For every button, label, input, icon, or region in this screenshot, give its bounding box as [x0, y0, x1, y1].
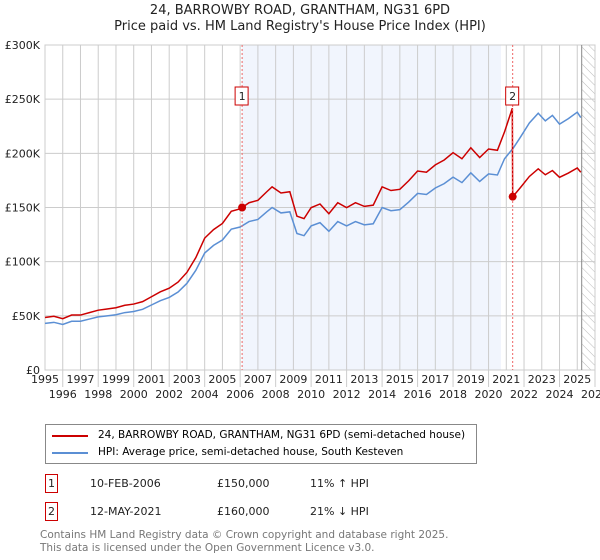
x-tick-label: 2016: [404, 388, 432, 401]
x-tick-label: 2008: [262, 388, 290, 401]
sale-date: 12-MAY-2021: [90, 505, 162, 518]
x-tick-label: 1997: [66, 373, 94, 386]
x-tick-label: 2020: [475, 388, 503, 401]
sale-badge: [505, 86, 520, 106]
chart-title: 24, BARROWBY ROAD, GRANTHAM, NG31 6PD: [149, 3, 451, 18]
x-tick-label: 2010: [297, 388, 325, 401]
sale-price: £150,000: [217, 477, 270, 490]
y-tick-label: £300K: [5, 39, 41, 52]
x-tick-label: 2012: [333, 388, 361, 401]
x-tick-label: 2024: [546, 388, 574, 401]
legend-blue-swatch: [52, 451, 88, 454]
sale-hpi: 11% ↑ HPI: [310, 477, 369, 490]
x-tick-label: 2007: [244, 373, 272, 386]
y-tick-label: £50K: [12, 310, 41, 323]
hpi-line: [44, 111, 582, 326]
legend-blue-label: HPI: Average price, semi-detached house,…: [98, 446, 404, 458]
x-tick-label: 2004: [191, 388, 219, 401]
x-tick-label: 1995: [31, 373, 59, 386]
x-tick-label: 2026: [581, 388, 600, 401]
x-tick-label: 2023: [528, 373, 556, 386]
x-tick-label: 2005: [208, 373, 236, 386]
x-tick-label: 2019: [457, 373, 485, 386]
sale-date: 10-FEB-2006: [90, 477, 161, 490]
x-tick-label: 2001: [137, 373, 165, 386]
price-chart: 1995 1996 1997 1998 1999 2000 2001 2002 2003 2004…: [5, 39, 600, 401]
x-tick-label: 2021: [492, 373, 520, 386]
x-tick-label: 1999: [102, 373, 130, 386]
sale-hpi: 21% ↓ HPI: [310, 505, 369, 518]
legend: 24, BARROWBY ROAD, GRANTHAM, NG31 6PD (s…: [45, 424, 477, 464]
sale-marker: 1: [45, 474, 58, 493]
x-tick-label: 2000: [120, 388, 148, 401]
x-tick-label: 2013: [350, 373, 378, 386]
x-tick-label: 2022: [510, 388, 538, 401]
y-tick-label: £0: [26, 364, 40, 377]
x-tick-label: 2011: [315, 373, 343, 386]
sale-badge: [234, 86, 249, 106]
x-tick-label: 2017: [421, 373, 449, 386]
footer: Contains HM Land Registry data © Crown c…: [40, 529, 448, 555]
x-tick-label: 2015: [386, 373, 414, 386]
sale-marker: 2: [45, 502, 58, 521]
footer-line-2: This data is licensed under the Open Gov…: [40, 542, 375, 554]
footer-line-1: Contains HM Land Registry data © Crown c…: [40, 529, 449, 541]
y-tick-label: £100K: [5, 256, 41, 269]
x-tick-label: 2018: [439, 388, 467, 401]
y-tick-label: £200K: [5, 147, 41, 160]
plot-frame: [44, 44, 596, 371]
legend-red-swatch: [52, 434, 88, 437]
sale-row: 2 12-MAY-2021 £160,000 21% ↓ HPI: [45, 502, 545, 522]
sale-point: [508, 192, 517, 201]
sale-badge-label: 2: [509, 90, 516, 103]
x-tick-label: 1998: [84, 388, 112, 401]
y-tick-label: £250K: [5, 93, 41, 106]
x-tick-label: 1996: [49, 388, 77, 401]
x-tick-label: 2003: [173, 373, 201, 386]
x-tick-label: 2002: [155, 388, 183, 401]
sale-point: [238, 203, 247, 212]
x-tick-label: 2006: [226, 388, 254, 401]
chart-subtitle: Price paid vs. HM Land Registry's House …: [114, 19, 486, 34]
sale-row: 1 10-FEB-2006 £150,000 11% ↑ HPI: [45, 474, 545, 494]
x-tick-label: 2009: [279, 373, 307, 386]
x-tick-label: 2014: [368, 388, 396, 401]
y-tick-label: £150K: [5, 202, 41, 215]
sale-price: £160,000: [217, 505, 270, 518]
x-tick-label: 2025: [563, 373, 591, 386]
sale-badge-label: 1: [239, 90, 246, 103]
legend-red-label: 24, BARROWBY ROAD, GRANTHAM, NG31 6PD (s…: [98, 429, 466, 441]
